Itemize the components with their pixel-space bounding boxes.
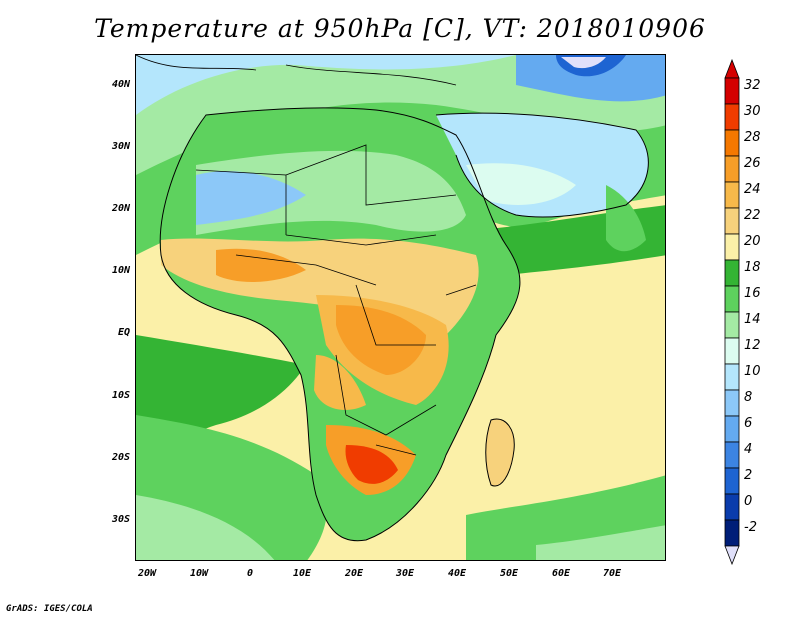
lon-tick-60e: 60E (551, 568, 571, 579)
colorbar-swatch (724, 207, 740, 235)
temperature-map (135, 54, 666, 561)
colorbar-swatch (724, 415, 740, 443)
colorbar-swatch (724, 441, 740, 469)
plot-title: Temperature at 950hPa [C], VT: 201801090… (94, 14, 706, 43)
lon-tick-20w: 20W (137, 568, 157, 579)
footer-credit: GrADS: IGES/COLA (6, 604, 93, 614)
colorbar-swatch (724, 155, 740, 183)
lon-tick-70e: 70E (602, 568, 622, 579)
colorbar-swatch (724, 519, 740, 547)
lon-tick-50e: 50E (499, 568, 519, 579)
colorbar-swatch (724, 467, 740, 495)
colorbar-label-0: 0 (744, 494, 753, 509)
colorbar-swatch (724, 389, 740, 417)
colorbar-label-2: 2 (744, 468, 753, 483)
lat-tick-30n: 30N (111, 141, 130, 152)
lon-tick-10w: 10W (189, 568, 209, 579)
colorbar-swatch (724, 363, 740, 391)
colorbar-label-22: 22 (744, 208, 761, 223)
lat-tick-eq: EQ (117, 327, 130, 338)
colorbar-swatch (724, 181, 740, 209)
madagascar (485, 419, 515, 486)
map-svg (136, 55, 665, 560)
colorbar-swatch (724, 311, 740, 339)
colorbar-swatch (724, 259, 740, 287)
colorbar-label-6: 6 (744, 416, 753, 431)
colorbar-label-30: 30 (744, 104, 761, 119)
colorbar-swatch (724, 233, 740, 261)
lon-tick-30e: 30E (395, 568, 415, 579)
colorbar-label-neg2: -2 (744, 520, 757, 535)
colorbar-label-24: 24 (744, 182, 761, 197)
colorbar-swatch (724, 77, 740, 105)
colorbar-label-8: 8 (744, 390, 753, 405)
colorbar-swatch (724, 337, 740, 365)
colorbar-label-26: 26 (744, 156, 761, 171)
lat-tick-10n: 10N (111, 265, 130, 276)
colorbar-label-10: 10 (744, 364, 761, 379)
colorbar-label-16: 16 (744, 286, 761, 301)
lat-tick-20s: 20S (111, 452, 130, 463)
colorbar-swatch (724, 493, 740, 521)
colorbar-label-28: 28 (744, 130, 761, 145)
colorbar-label-4: 4 (744, 442, 753, 457)
colorbar-label-14: 14 (744, 312, 761, 327)
lon-tick-10e: 10E (292, 568, 312, 579)
lon-tick-20e: 20E (344, 568, 364, 579)
lat-tick-40n: 40N (111, 79, 130, 90)
lon-tick-0: 0 (246, 568, 254, 579)
lat-tick-10s: 10S (111, 390, 130, 401)
lat-tick-20n: 20N (111, 203, 130, 214)
colorbar-label-20: 20 (744, 234, 761, 249)
lat-tick-30s: 30S (111, 514, 130, 525)
colorbar-swatch (724, 129, 740, 157)
colorbar-label-32: 32 (744, 78, 761, 93)
colorbar-label-18: 18 (744, 260, 761, 275)
colorbar-under-range-arrow (724, 545, 740, 566)
colorbar (724, 58, 740, 566)
lon-tick-40e: 40E (447, 568, 467, 579)
colorbar-over-range-arrow (724, 58, 740, 79)
colorbar-label-12: 12 (744, 338, 761, 353)
colorbar-swatch (724, 285, 740, 313)
colorbar-swatch (724, 103, 740, 131)
